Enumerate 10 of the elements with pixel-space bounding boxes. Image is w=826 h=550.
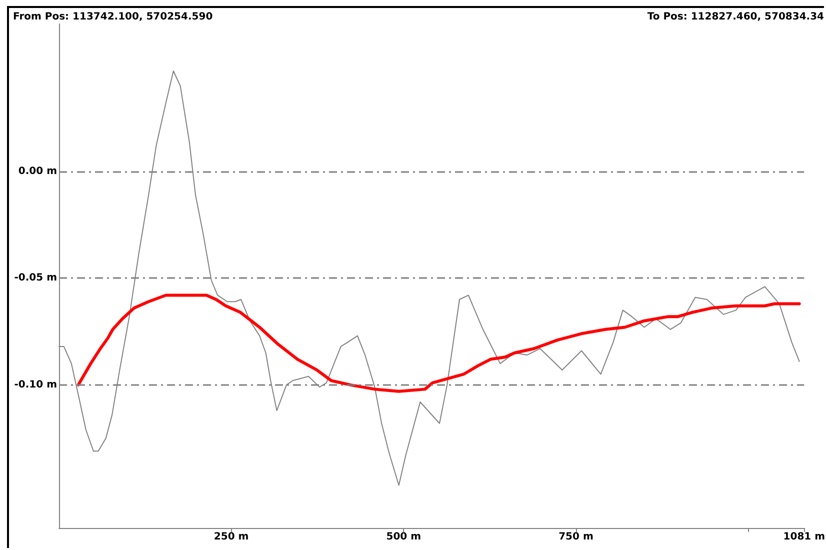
y-tick-label: -0.10 m [14,379,57,390]
y-tick-label: -0.05 m [14,272,57,284]
x-tick-label: 1081 m [783,532,825,542]
text: From Pos: 113742.100, 570254.590 [13,12,213,22]
y-tick-label: 0.00 m [18,166,57,177]
x-tick-label: 250 m [214,532,249,542]
line-series [76,294,801,393]
x-tick-label: 500 m [386,532,422,542]
text: To Pos: 112827.460, 570834.34 [647,12,824,22]
x-tick-label: 750 m [558,532,594,542]
